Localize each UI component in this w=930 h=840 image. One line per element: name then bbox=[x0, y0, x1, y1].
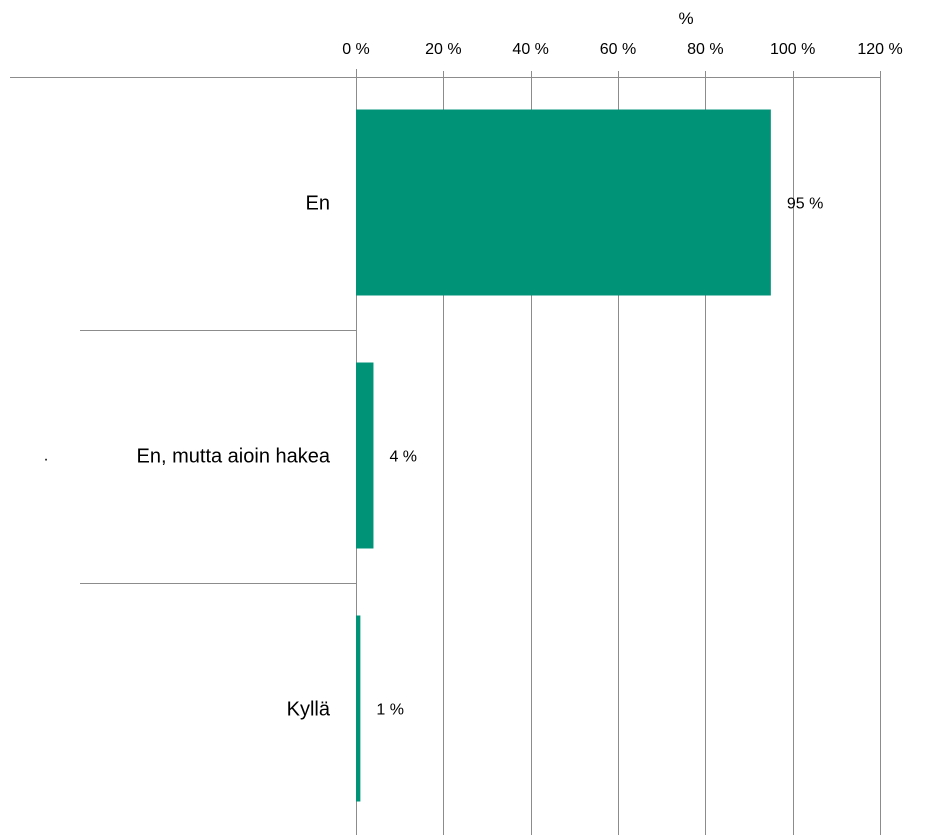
stray-dot-mark: · bbox=[43, 451, 48, 468]
x-axis-title: % bbox=[678, 9, 693, 28]
x-tick-label: 60 % bbox=[600, 41, 636, 58]
label-layer: 0 % 20 % 40 % 60 % 80 % 100 % 120 % En 95 % En, m… bbox=[137, 41, 903, 721]
bar-layer bbox=[356, 109, 771, 802]
x-tick-label: 120 % bbox=[857, 41, 902, 58]
data-label: 1 % bbox=[376, 702, 404, 719]
data-label: 95 % bbox=[787, 196, 823, 213]
x-tick-label: 40 % bbox=[512, 41, 548, 58]
data-label: 4 % bbox=[389, 449, 417, 466]
category-label: En bbox=[306, 193, 330, 215]
x-tick-label: 80 % bbox=[687, 41, 723, 58]
category-label: Kyllä bbox=[287, 699, 331, 721]
category-label: En, mutta aioin hakea bbox=[137, 446, 331, 468]
x-tick-label: 20 % bbox=[425, 41, 461, 58]
x-tick-label: 100 % bbox=[770, 41, 815, 58]
bar-2 bbox=[356, 615, 361, 802]
bar-1 bbox=[356, 362, 374, 549]
bar-0 bbox=[356, 109, 771, 296]
x-tick-label: 0 % bbox=[342, 41, 370, 58]
